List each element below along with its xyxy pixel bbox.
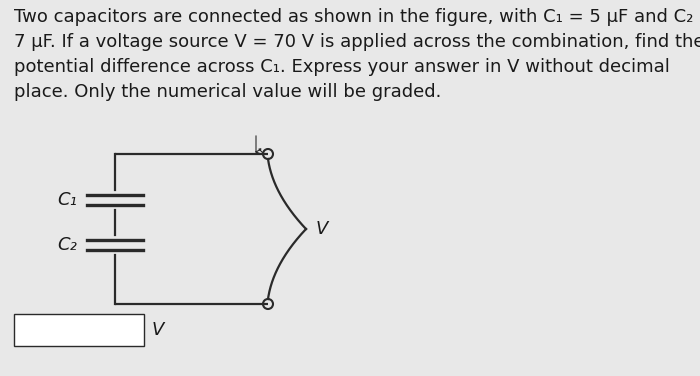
Text: Two capacitors are connected as shown in the figure, with C₁ = 5 μF and C₂ =
7 μ: Two capacitors are connected as shown in… <box>14 8 700 101</box>
Text: V: V <box>316 220 328 238</box>
Text: V: V <box>152 321 164 339</box>
Text: C₁: C₁ <box>57 191 77 209</box>
FancyBboxPatch shape <box>14 314 144 346</box>
Text: C₂: C₂ <box>57 236 77 254</box>
